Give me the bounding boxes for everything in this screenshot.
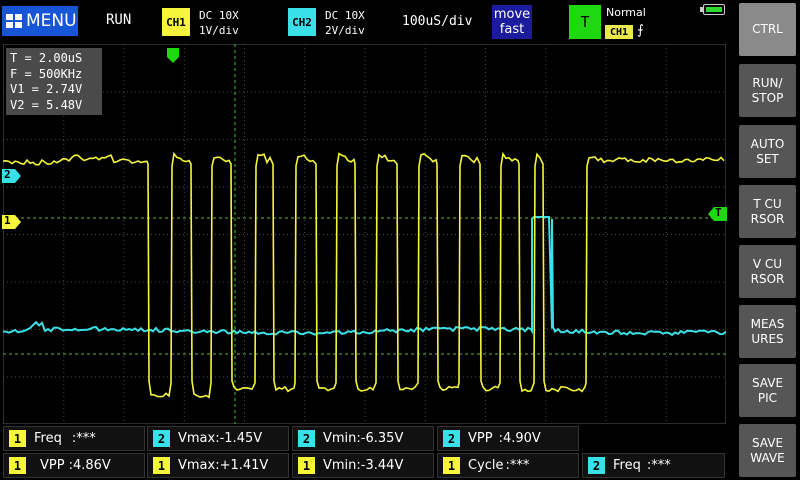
- measure-channel: 1: [9, 430, 26, 447]
- readout-v2: V2 = 5.48V: [10, 98, 98, 114]
- ch1-scale: 1V/div: [199, 23, 239, 38]
- ch2-marker[interactable]: 2: [2, 168, 22, 182]
- measurement-panel: 1 Freq :*** 2 Vmax:-1.45V 2 Vmin:-6.35V 2…: [0, 425, 735, 480]
- ch1-badge[interactable]: CH1: [162, 8, 190, 36]
- trigger-badge[interactable]: T: [569, 5, 601, 39]
- ch1-coupling: DC 10X: [199, 8, 239, 23]
- move-speed: fast: [500, 22, 524, 37]
- measure-label: VPP: [40, 458, 65, 473]
- move-label: move: [494, 7, 530, 22]
- measure-value: :-3.44V: [356, 458, 403, 473]
- measure-value: :***: [72, 431, 96, 446]
- measure-cell[interactable]: 1 Vmin:-3.44V: [292, 453, 434, 478]
- measure-label: Freq: [34, 431, 62, 446]
- trigger-level-marker[interactable]: T: [707, 206, 727, 220]
- measure-cell[interactable]: 1 Cycle:***: [437, 453, 579, 478]
- rising-edge-icon[interactable]: ⨍: [637, 23, 644, 38]
- battery-icon: [703, 4, 725, 15]
- cursor-readout: T = 2.00uS F = 500KHz V1 = 2.74V V2 = 5.…: [6, 48, 102, 115]
- measure-value: :***: [647, 458, 671, 473]
- ch2-badge[interactable]: CH2: [288, 8, 316, 36]
- right-button-panel: CTRL RUN/ STOP AUTO SET T CU RSOR V CU R…: [735, 0, 800, 480]
- measure-channel: 1: [443, 457, 460, 474]
- auto-set-button[interactable]: AUTO SET: [739, 125, 796, 178]
- measure-cell[interactable]: 1 Vmax:+1.41V: [147, 453, 289, 478]
- measure-value: :-1.45V: [215, 431, 262, 446]
- measure-value: :+1.41V: [215, 458, 268, 473]
- measure-label: Vmax: [178, 458, 215, 473]
- measure-channel: 2: [153, 430, 170, 447]
- ch1-marker[interactable]: 1: [2, 214, 22, 228]
- save-wave-button[interactable]: SAVE WAVE: [739, 424, 796, 477]
- measure-channel: 2: [588, 457, 605, 474]
- top-bar: MENU RUN CH1 DC 10X 1V/div CH2 DC 10X 2V…: [0, 0, 735, 44]
- run-state[interactable]: RUN: [106, 12, 131, 28]
- measure-value: :4.86V: [69, 458, 111, 473]
- t-cursor-button[interactable]: T CU RSOR: [739, 185, 796, 238]
- measure-label: VPP: [468, 431, 493, 446]
- menu-label: MENU: [26, 11, 77, 31]
- trigger-position-icon[interactable]: [166, 48, 180, 64]
- ch2-coupling: DC 10X: [325, 8, 365, 23]
- measure-label: Cycle: [468, 458, 504, 473]
- measure-cell[interactable]: 2 Vmax:-1.45V: [147, 426, 289, 451]
- measures-button[interactable]: MEAS URES: [739, 305, 796, 358]
- measure-label: Vmin: [323, 458, 356, 473]
- waveform-display[interactable]: [3, 44, 726, 424]
- measure-channel: 1: [298, 457, 315, 474]
- readout-v1: V1 = 2.74V: [10, 82, 98, 98]
- ch2-scale: 2V/div: [325, 23, 365, 38]
- measure-value: :4.90V: [499, 431, 541, 446]
- ch2-settings[interactable]: DC 10X 2V/div: [325, 8, 365, 38]
- measure-value: :-6.35V: [356, 431, 403, 446]
- measure-channel: 1: [153, 457, 170, 474]
- move-speed-button[interactable]: move fast: [492, 5, 532, 39]
- trigger-mode[interactable]: Normal: [606, 6, 646, 19]
- readout-frequency: F = 500KHz: [10, 67, 98, 83]
- measure-channel: 2: [443, 430, 460, 447]
- ch1-settings[interactable]: DC 10X 1V/div: [199, 8, 239, 38]
- menu-button[interactable]: MENU: [2, 6, 78, 36]
- waveform-svg: [3, 44, 726, 424]
- measure-cell[interactable]: 1 VPP :4.86V: [3, 453, 145, 478]
- measure-cell[interactable]: 2 VPP :4.90V: [437, 426, 579, 451]
- ctrl-button[interactable]: CTRL: [739, 3, 796, 56]
- run-stop-button[interactable]: RUN/ STOP: [739, 64, 796, 117]
- save-pic-button[interactable]: SAVE PIC: [739, 364, 796, 417]
- v-cursor-button[interactable]: V CU RSOR: [739, 245, 796, 298]
- measure-label: Vmin: [323, 431, 356, 446]
- trigger-source[interactable]: CH1: [605, 25, 633, 39]
- timebase[interactable]: 100uS/div: [402, 14, 472, 29]
- measure-label: Vmax: [178, 431, 215, 446]
- grid-menu-icon: [6, 14, 22, 28]
- measure-channel: 2: [298, 430, 315, 447]
- measure-channel: 1: [9, 457, 26, 474]
- readout-period: T = 2.00uS: [10, 51, 98, 67]
- measure-label: Freq: [613, 458, 641, 473]
- measure-value: :***: [506, 458, 530, 473]
- measure-cell[interactable]: 2 Vmin:-6.35V: [292, 426, 434, 451]
- measure-cell[interactable]: 1 Freq :***: [3, 426, 145, 451]
- measure-cell[interactable]: 2 Freq :***: [582, 453, 725, 478]
